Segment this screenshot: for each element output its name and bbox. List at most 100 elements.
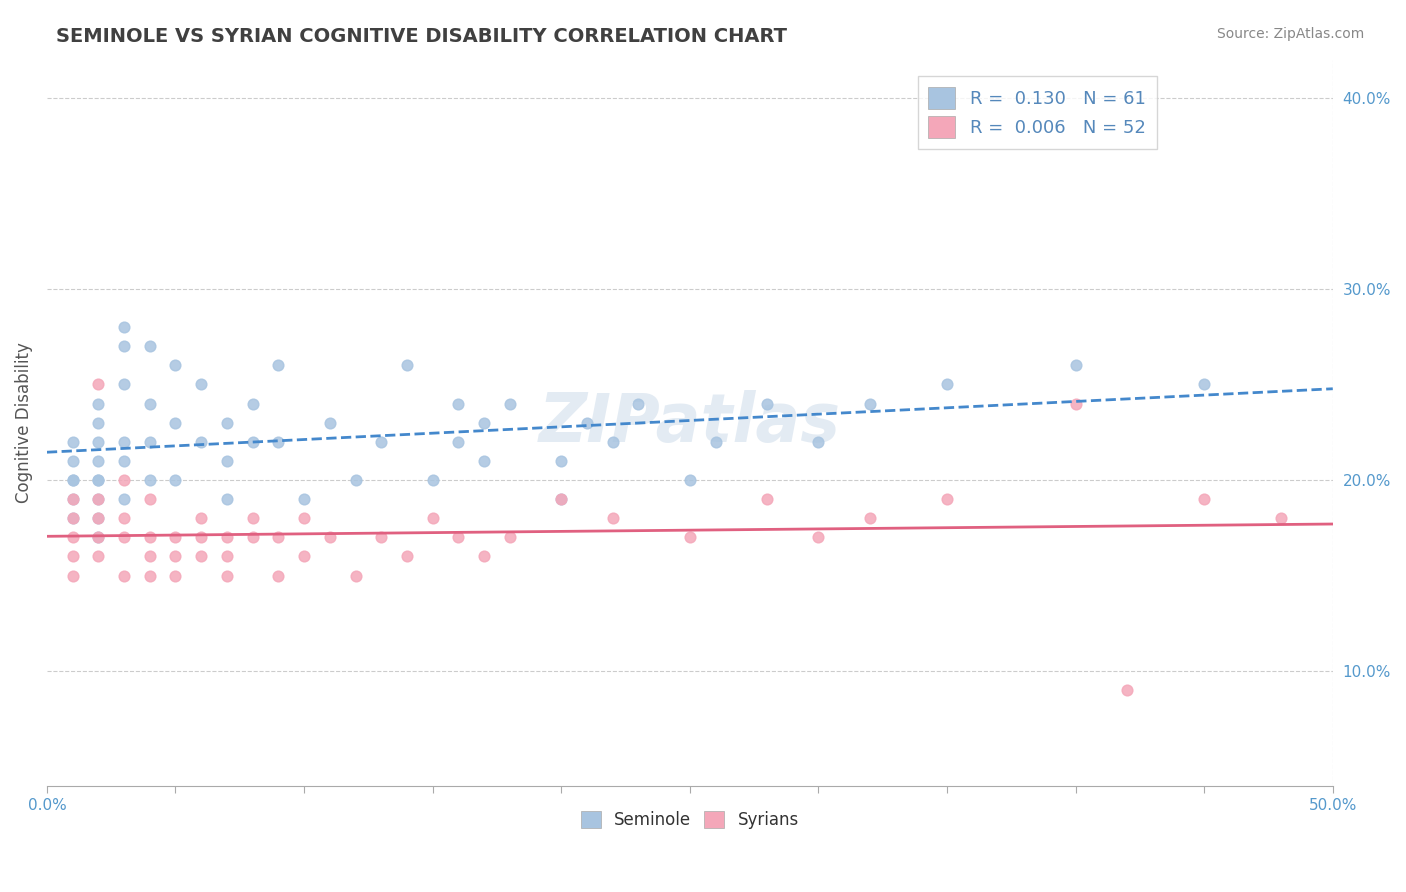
- Point: [267, 359, 290, 373]
- Point: [165, 549, 187, 564]
- Point: [859, 511, 882, 525]
- Point: [62, 492, 84, 507]
- Point: [242, 511, 264, 525]
- Point: [472, 549, 495, 564]
- Point: [319, 530, 342, 544]
- Point: [215, 454, 238, 468]
- Point: [1192, 377, 1215, 392]
- Point: [1192, 492, 1215, 507]
- Point: [139, 549, 162, 564]
- Point: [112, 454, 135, 468]
- Point: [267, 434, 290, 449]
- Point: [112, 434, 135, 449]
- Point: [215, 568, 238, 582]
- Point: [807, 530, 830, 544]
- Point: [499, 530, 522, 544]
- Point: [447, 434, 470, 449]
- Point: [499, 396, 522, 410]
- Point: [112, 568, 135, 582]
- Point: [242, 396, 264, 410]
- Point: [87, 530, 110, 544]
- Point: [62, 473, 84, 487]
- Point: [756, 492, 779, 507]
- Point: [87, 396, 110, 410]
- Point: [62, 473, 84, 487]
- Point: [62, 511, 84, 525]
- Point: [165, 416, 187, 430]
- Point: [87, 454, 110, 468]
- Point: [242, 434, 264, 449]
- Point: [472, 454, 495, 468]
- Point: [112, 339, 135, 353]
- Point: [215, 416, 238, 430]
- Point: [87, 511, 110, 525]
- Point: [165, 473, 187, 487]
- Point: [679, 530, 702, 544]
- Text: SEMINOLE VS SYRIAN COGNITIVE DISABILITY CORRELATION CHART: SEMINOLE VS SYRIAN COGNITIVE DISABILITY …: [56, 27, 787, 45]
- Point: [139, 396, 162, 410]
- Point: [936, 377, 959, 392]
- Point: [447, 530, 470, 544]
- Point: [344, 473, 367, 487]
- Point: [395, 549, 418, 564]
- Point: [87, 473, 110, 487]
- Point: [704, 434, 727, 449]
- Legend: Seminole, Syrians: Seminole, Syrians: [574, 804, 806, 836]
- Point: [62, 549, 84, 564]
- Point: [344, 568, 367, 582]
- Point: [602, 434, 624, 449]
- Point: [550, 492, 572, 507]
- Point: [292, 511, 315, 525]
- Point: [87, 530, 110, 544]
- Point: [112, 511, 135, 525]
- Y-axis label: Cognitive Disability: Cognitive Disability: [15, 343, 32, 503]
- Point: [550, 492, 572, 507]
- Point: [139, 530, 162, 544]
- Point: [87, 377, 110, 392]
- Point: [62, 568, 84, 582]
- Point: [756, 396, 779, 410]
- Point: [292, 549, 315, 564]
- Point: [87, 549, 110, 564]
- Point: [112, 492, 135, 507]
- Point: [422, 511, 444, 525]
- Point: [112, 377, 135, 392]
- Point: [112, 320, 135, 334]
- Point: [112, 530, 135, 544]
- Point: [87, 492, 110, 507]
- Point: [87, 434, 110, 449]
- Point: [936, 492, 959, 507]
- Point: [550, 454, 572, 468]
- Point: [447, 396, 470, 410]
- Point: [165, 568, 187, 582]
- Point: [267, 530, 290, 544]
- Text: ZIPatlas: ZIPatlas: [538, 390, 841, 456]
- Point: [395, 359, 418, 373]
- Point: [139, 434, 162, 449]
- Point: [370, 434, 392, 449]
- Point: [1064, 359, 1087, 373]
- Point: [575, 416, 598, 430]
- Point: [679, 473, 702, 487]
- Point: [190, 530, 212, 544]
- Point: [62, 511, 84, 525]
- Point: [472, 416, 495, 430]
- Point: [1270, 511, 1292, 525]
- Point: [1116, 683, 1139, 698]
- Point: [807, 434, 830, 449]
- Point: [62, 492, 84, 507]
- Point: [87, 416, 110, 430]
- Point: [627, 396, 650, 410]
- Point: [62, 530, 84, 544]
- Point: [87, 511, 110, 525]
- Point: [215, 530, 238, 544]
- Point: [215, 549, 238, 564]
- Point: [190, 511, 212, 525]
- Point: [87, 492, 110, 507]
- Point: [62, 434, 84, 449]
- Point: [165, 530, 187, 544]
- Point: [422, 473, 444, 487]
- Point: [215, 492, 238, 507]
- Text: Source: ZipAtlas.com: Source: ZipAtlas.com: [1216, 27, 1364, 41]
- Point: [139, 473, 162, 487]
